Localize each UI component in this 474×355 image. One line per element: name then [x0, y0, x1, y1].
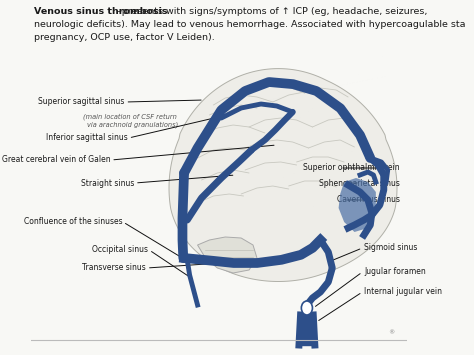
Text: Sigmoid sinus: Sigmoid sinus: [364, 244, 417, 252]
Polygon shape: [169, 69, 397, 282]
Text: Straight sinus: Straight sinus: [81, 179, 134, 187]
Text: via arachnoid granulations): via arachnoid granulations): [87, 121, 178, 127]
Text: Great cerebral vein of Galen: Great cerebral vein of Galen: [2, 155, 110, 164]
Text: –presents with signs/symptoms of ↑ ICP (eg, headache, seizures,: –presents with signs/symptoms of ↑ ICP (…: [117, 7, 427, 16]
Text: (main location of CSF return: (main location of CSF return: [82, 113, 176, 120]
Text: Superior sagittal sinus: Superior sagittal sinus: [38, 98, 125, 106]
Text: Sphenoparietal sinus: Sphenoparietal sinus: [319, 179, 400, 187]
Polygon shape: [338, 178, 376, 232]
Text: Occipital sinus: Occipital sinus: [92, 246, 148, 255]
Text: Inferior sagittal sinus: Inferior sagittal sinus: [46, 133, 128, 142]
Text: Jugular foramen: Jugular foramen: [364, 268, 426, 277]
Text: Internal jugular vein: Internal jugular vein: [364, 288, 442, 296]
Text: Transverse sinus: Transverse sinus: [82, 263, 146, 273]
Polygon shape: [198, 237, 257, 273]
Circle shape: [301, 301, 312, 315]
Text: Superior ophthalmic vein: Superior ophthalmic vein: [303, 164, 400, 173]
Text: Venous sinus thrombosis: Venous sinus thrombosis: [34, 7, 168, 16]
Text: Cavernous sinus: Cavernous sinus: [337, 196, 400, 204]
Text: Confluence of the sinuses: Confluence of the sinuses: [24, 218, 122, 226]
Text: pregnancy, OCP use, factor V Leiden).: pregnancy, OCP use, factor V Leiden).: [34, 33, 215, 42]
Text: ®: ®: [388, 330, 394, 335]
Text: neurologic deficits). May lead to venous hemorrhage. Associated with hypercoagul: neurologic deficits). May lead to venous…: [34, 20, 466, 29]
